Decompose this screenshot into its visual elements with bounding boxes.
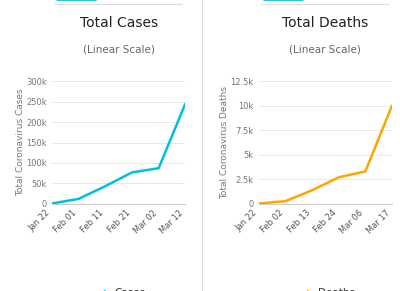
Legend: Deaths: Deaths xyxy=(292,284,359,291)
Text: (Linear Scale): (Linear Scale) xyxy=(289,45,361,55)
Text: Total Cases: Total Cases xyxy=(80,16,158,30)
Legend: Cases: Cases xyxy=(88,284,149,291)
Y-axis label: Total Coronavirus Deaths: Total Coronavirus Deaths xyxy=(220,86,229,199)
Text: (Linear Scale): (Linear Scale) xyxy=(83,45,155,55)
Text: Total Deaths: Total Deaths xyxy=(282,16,368,30)
Y-axis label: Total Coronavirus Cases: Total Coronavirus Cases xyxy=(16,89,25,196)
